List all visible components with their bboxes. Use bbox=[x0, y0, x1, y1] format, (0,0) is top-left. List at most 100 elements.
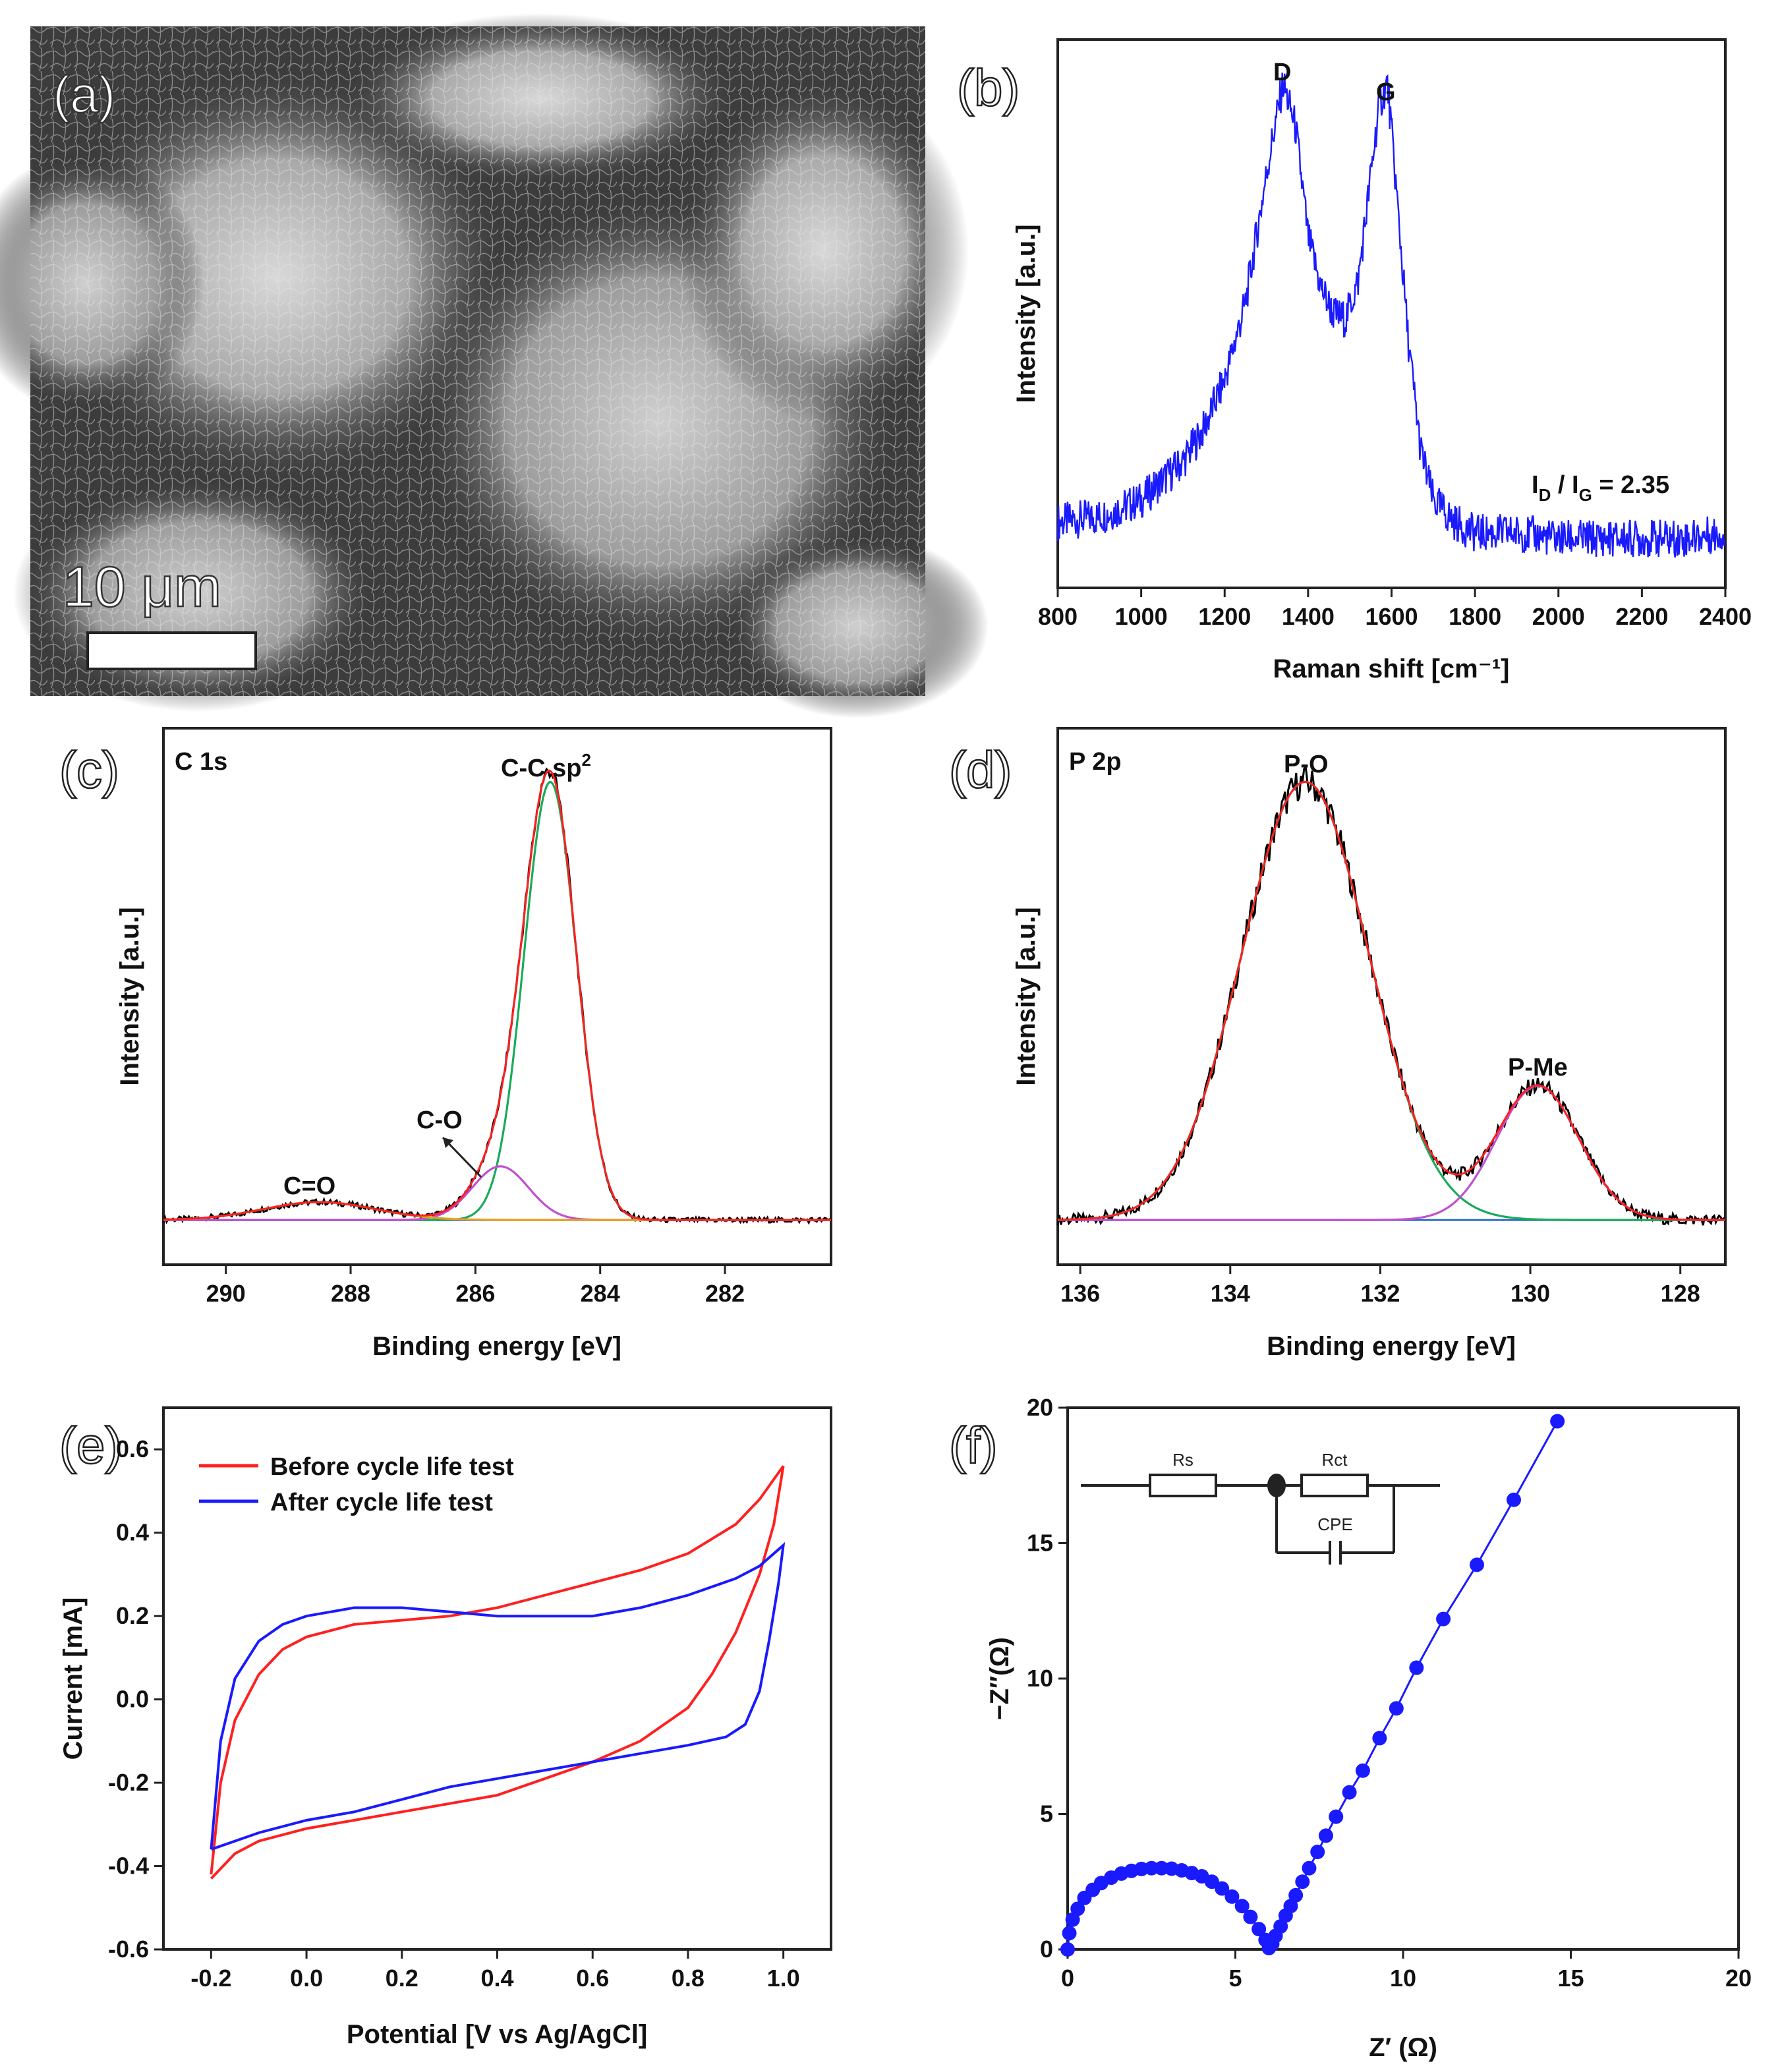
y-axis-label-e: Current [mA] bbox=[59, 1597, 88, 1760]
y-tick-label: 5 bbox=[1040, 1800, 1053, 1827]
y-tick-label: 0.0 bbox=[116, 1686, 149, 1713]
x-axis-label-c: Binding energy [eV] bbox=[372, 1332, 621, 1361]
panel-a-letter: (a) bbox=[53, 65, 115, 123]
x-tick-label: 136 bbox=[1060, 1280, 1100, 1307]
y-axis-label-b: Intensity [a.u.] bbox=[1012, 224, 1041, 403]
x-tick-label: 0.6 bbox=[576, 1965, 609, 1992]
envelope-line bbox=[163, 769, 831, 1221]
panel-b-letter: (b) bbox=[957, 59, 1020, 117]
plot-frame-e bbox=[162, 1406, 832, 1951]
panel-e-letter: (e) bbox=[59, 1416, 122, 1474]
circuit-rs bbox=[1149, 1474, 1217, 1497]
eis-data-point bbox=[1436, 1611, 1451, 1626]
x-tick-label: 2200 bbox=[1615, 603, 1668, 630]
x-tick-label: 286 bbox=[455, 1280, 495, 1307]
x-tick-label: 0.4 bbox=[480, 1965, 513, 1992]
x-tick-label: 0.2 bbox=[386, 1965, 418, 1992]
y-tick-label: 0.2 bbox=[116, 1602, 149, 1629]
eis-data-point bbox=[1144, 1860, 1159, 1876]
eis-data-point bbox=[1224, 1889, 1240, 1904]
eis-data-point bbox=[1288, 1887, 1304, 1903]
panel-f-letter: (f) bbox=[949, 1416, 998, 1474]
x-tick-label: 1000 bbox=[1115, 603, 1168, 630]
eis-data-point bbox=[1273, 1919, 1288, 1934]
x-tick-label: 0.0 bbox=[290, 1965, 323, 1992]
peak-co-arrowhead bbox=[443, 1137, 453, 1148]
legend-e: Before cycle life test After cycle life … bbox=[199, 1453, 514, 1516]
scale-bar bbox=[86, 631, 257, 670]
eis-data-point bbox=[1243, 1909, 1258, 1924]
x-tick-label: 20 bbox=[1725, 1965, 1752, 1992]
x-tick-label: 134 bbox=[1211, 1280, 1250, 1307]
eis-data-point bbox=[1329, 1809, 1344, 1824]
peak-g-label: G bbox=[1376, 78, 1396, 106]
y-tick-label: 15 bbox=[1027, 1530, 1053, 1557]
x-tick-label: 0.8 bbox=[672, 1965, 705, 1992]
x-tick-label: 290 bbox=[206, 1280, 246, 1307]
y-tick-label: 10 bbox=[1027, 1665, 1053, 1692]
peak-cc-line bbox=[163, 780, 831, 1221]
region-label-d: P 2p bbox=[1069, 748, 1122, 776]
cv-before-line bbox=[210, 1465, 785, 1880]
peak-po-line bbox=[1058, 780, 1725, 1221]
y-tick-label: 0.4 bbox=[116, 1519, 149, 1546]
x-tick-label: 10 bbox=[1390, 1965, 1416, 1992]
peak-d-label: D bbox=[1273, 59, 1291, 86]
y-tick-label: -0.2 bbox=[108, 1769, 149, 1796]
equivalent-circuit bbox=[1081, 1474, 1440, 1565]
x-tick-label: -0.2 bbox=[190, 1965, 231, 1992]
raman-spectrum-line bbox=[1056, 72, 1726, 558]
scale-bar-label: 10 μm bbox=[63, 556, 221, 619]
panel-d-letter: (d) bbox=[949, 741, 1012, 799]
eis-data-point bbox=[1234, 1899, 1250, 1914]
x-tick-label: 2400 bbox=[1699, 603, 1752, 630]
x-tick-label: 130 bbox=[1511, 1280, 1550, 1307]
circuit-rct-label: Rct bbox=[1322, 1450, 1348, 1470]
eis-data-point bbox=[1469, 1557, 1484, 1572]
region-label-c: C 1s bbox=[175, 748, 227, 776]
eis-data-point bbox=[1283, 1899, 1298, 1914]
plot-frame-c bbox=[162, 727, 832, 1266]
x-tick-label: 1400 bbox=[1282, 603, 1335, 630]
x-axis-label-d: Binding energy [eV] bbox=[1267, 1332, 1516, 1361]
circuit-rs-label: Rs bbox=[1172, 1450, 1194, 1470]
x-tick-label: 0 bbox=[1061, 1965, 1074, 1992]
eis-data-point bbox=[1065, 1912, 1080, 1927]
circuit-cpe-label: CPE bbox=[1317, 1514, 1352, 1534]
eis-data-point bbox=[1372, 1731, 1387, 1746]
cv-after-line bbox=[210, 1541, 786, 1851]
y-tick-label: 20 bbox=[1027, 1394, 1053, 1421]
eis-data-point bbox=[1060, 1942, 1075, 1957]
x-tick-label: 1.0 bbox=[767, 1965, 800, 1992]
peak-cc-label: C-C sp2 bbox=[501, 750, 591, 782]
panel-c-letter: (c) bbox=[59, 741, 119, 799]
eis-data-point bbox=[1389, 1701, 1404, 1716]
x-tick-label: 284 bbox=[581, 1280, 620, 1307]
x-tick-label: 1200 bbox=[1198, 603, 1251, 630]
eis-data-point bbox=[1310, 1845, 1325, 1860]
x-tick-label: 2000 bbox=[1532, 603, 1585, 630]
peak-co-double-label: C=O bbox=[283, 1172, 335, 1200]
eis-data-point bbox=[1295, 1874, 1310, 1889]
peak-po-label: P-O bbox=[1284, 751, 1329, 778]
eis-data-point bbox=[1215, 1881, 1230, 1896]
peak-pme-line bbox=[1058, 1085, 1725, 1221]
y-axis-label-d: Intensity [a.u.] bbox=[1012, 907, 1041, 1085]
eis-data-point bbox=[1252, 1922, 1267, 1937]
legend-label-after: After cycle life test bbox=[270, 1489, 493, 1516]
eis-data-point bbox=[1070, 1901, 1085, 1916]
y-tick-label: 0 bbox=[1040, 1936, 1053, 1963]
x-axis-label-b: Raman shift [cm⁻¹] bbox=[1273, 654, 1510, 683]
panel-c: (c) 290 288 286 284 282 C 1s C-C sp2 C-O C=O… bbox=[59, 727, 832, 1361]
eis-data-point bbox=[1409, 1660, 1424, 1675]
y-tick-label: -0.4 bbox=[108, 1853, 149, 1880]
panel-a: (a) 10 μm bbox=[0, 13, 989, 718]
panel-f: (f) 0 5 10 15 20 0 5 10 15 20 Rs Rct CPE Z′ (Ω) −… bbox=[948, 1394, 1752, 2062]
eis-data-point bbox=[1062, 1926, 1077, 1941]
eis-data-point bbox=[1355, 1763, 1370, 1778]
y-tick-label: -0.6 bbox=[108, 1936, 149, 1963]
eis-data-point bbox=[1506, 1492, 1521, 1507]
x-tick-label: 15 bbox=[1557, 1965, 1584, 1992]
circuit-rct bbox=[1300, 1474, 1369, 1497]
